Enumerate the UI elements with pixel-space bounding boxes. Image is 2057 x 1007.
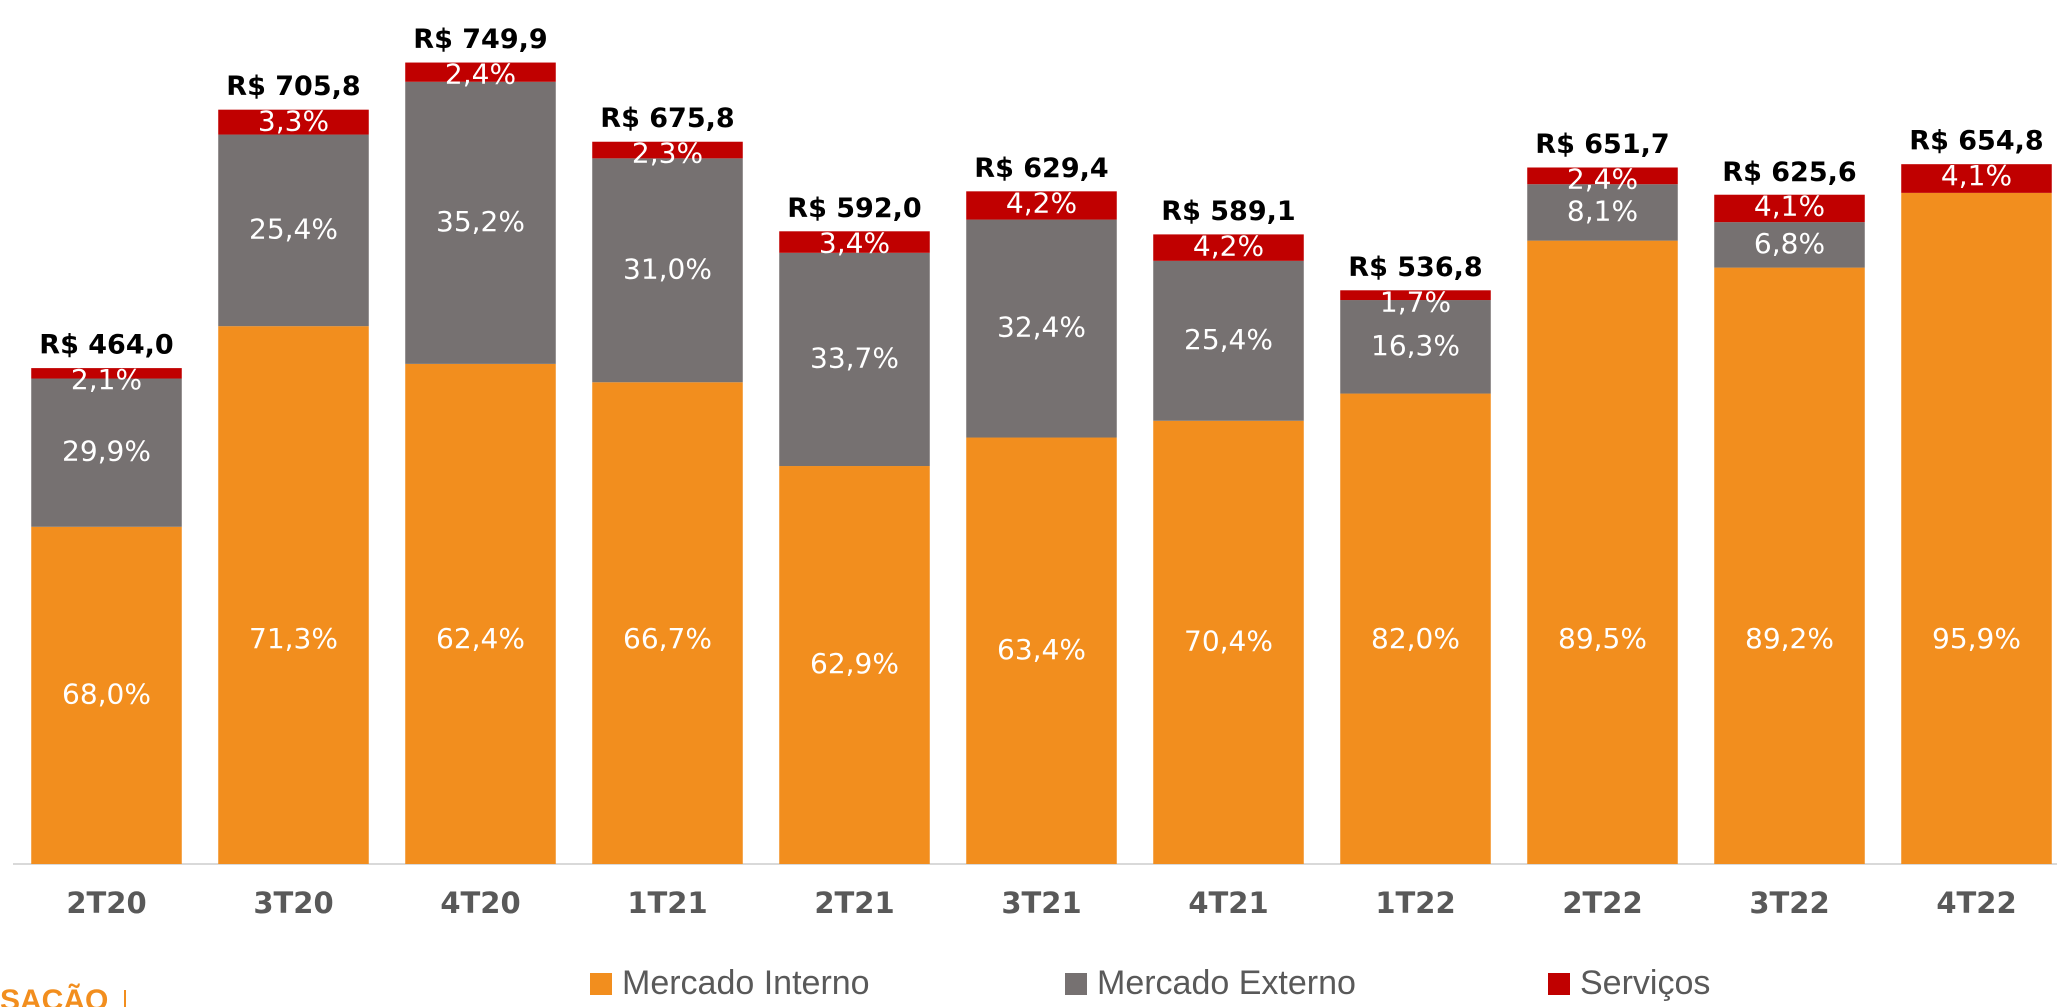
bar-segment xyxy=(1527,184,1678,241)
total-label: R$ 651,7 xyxy=(1535,129,1669,160)
total-label: R$ 592,0 xyxy=(787,193,921,224)
segment-label: 3,3% xyxy=(258,105,329,138)
total-label: R$ 654,8 xyxy=(1909,126,2043,157)
bar-segment xyxy=(218,109,369,135)
segment-label: 2,4% xyxy=(1567,162,1638,195)
bar-segment xyxy=(31,378,182,527)
x-tick-label: 2T22 xyxy=(1562,886,1642,920)
legend-label: Serviços xyxy=(1580,964,1710,1002)
x-tick-label: 3T22 xyxy=(1749,886,1829,920)
x-tick-label: 2T20 xyxy=(66,886,146,920)
segment-label: 68,0% xyxy=(62,677,151,710)
bar-segment xyxy=(1340,290,1491,301)
x-tick-label: 2T21 xyxy=(814,886,894,920)
bar-segment xyxy=(405,62,556,82)
bar-segment xyxy=(1153,420,1304,864)
x-tick-label: 3T21 xyxy=(1001,886,1081,920)
bar-segment xyxy=(592,382,743,864)
segment-label: 2,3% xyxy=(632,137,703,170)
segment-label: 4,1% xyxy=(1754,190,1825,223)
x-tick-label: 4T21 xyxy=(1188,886,1268,920)
bar-segment xyxy=(1901,192,2052,865)
segment-label: 66,7% xyxy=(623,622,712,655)
segment-label: 6,8% xyxy=(1754,227,1825,260)
bar-segment xyxy=(1340,393,1491,864)
segment-label: 62,4% xyxy=(436,622,525,655)
bar-segment xyxy=(1527,240,1678,864)
bar-segment xyxy=(31,526,182,864)
bar-segment xyxy=(1714,267,1865,865)
bar-segment xyxy=(966,219,1117,438)
x-tick-label: 1T22 xyxy=(1375,886,1455,920)
footer-text: SAÇÃO xyxy=(0,983,108,1007)
segment-label: 32,4% xyxy=(997,311,1086,344)
bar-segment xyxy=(218,134,369,327)
bar-segment xyxy=(966,437,1117,864)
bar-segment xyxy=(1714,222,1865,268)
bar-segment xyxy=(1527,167,1678,185)
segment-label: 63,4% xyxy=(997,633,1086,666)
segment-label: 8,1% xyxy=(1567,194,1638,227)
bar-segment xyxy=(779,231,930,253)
segment-label: 4,2% xyxy=(1006,186,1077,219)
x-tick-label: 1T21 xyxy=(627,886,707,920)
bar-segment xyxy=(1153,260,1304,421)
legend-swatch xyxy=(1548,973,1570,995)
bar-segment xyxy=(1714,194,1865,223)
total-label: R$ 705,8 xyxy=(226,71,360,102)
legend-label: Mercado Interno xyxy=(622,964,870,1002)
segment-label: 3,4% xyxy=(819,226,890,259)
segment-label: 16,3% xyxy=(1371,329,1460,362)
segment-label: 4,1% xyxy=(1941,159,2012,192)
segment-label: 25,4% xyxy=(1184,323,1273,356)
total-label: R$ 675,8 xyxy=(600,103,734,134)
segment-label: 70,4% xyxy=(1184,624,1273,657)
bar-segment xyxy=(31,368,182,379)
legend-swatch xyxy=(1065,973,1087,995)
segment-label: 95,9% xyxy=(1932,622,2021,655)
legend-swatch xyxy=(590,973,612,995)
bar-segment xyxy=(218,326,369,864)
segment-label: 31,0% xyxy=(623,252,712,285)
bar-segment xyxy=(1901,164,2052,193)
x-tick-label: 4T20 xyxy=(440,886,520,920)
segment-label: 29,9% xyxy=(62,435,151,468)
segment-label: 62,9% xyxy=(810,647,899,680)
bar-segment xyxy=(1340,300,1491,394)
bar-segment xyxy=(779,466,930,864)
total-label: R$ 464,0 xyxy=(39,330,173,361)
bar-segment xyxy=(779,252,930,467)
bar-segment xyxy=(966,191,1117,220)
x-tick-label: 4T22 xyxy=(1936,886,2016,920)
segment-label: 25,4% xyxy=(249,212,338,245)
segment-label: 89,2% xyxy=(1745,622,1834,655)
bar-segment xyxy=(592,141,743,159)
total-label: R$ 589,1 xyxy=(1161,196,1295,227)
bar-segment xyxy=(1153,234,1304,261)
bar-segment xyxy=(592,158,743,383)
segment-label: 4,2% xyxy=(1193,229,1264,262)
x-tick-label: 3T20 xyxy=(253,886,333,920)
segment-label: 1,7% xyxy=(1380,285,1451,318)
segment-label: 71,3% xyxy=(249,622,338,655)
bar-segment xyxy=(405,81,556,364)
legend-label: Mercado Externo xyxy=(1097,964,1356,1002)
total-label: R$ 629,4 xyxy=(974,153,1108,184)
segment-label: 82,0% xyxy=(1371,622,1460,655)
segment-label: 35,2% xyxy=(436,205,525,238)
total-label: R$ 536,8 xyxy=(1348,252,1482,283)
segment-label: 2,4% xyxy=(445,58,516,91)
segment-label: 89,5% xyxy=(1558,622,1647,655)
bar-segment xyxy=(405,363,556,864)
segment-label: 2,1% xyxy=(71,363,142,396)
total-label: R$ 749,9 xyxy=(413,24,547,55)
segment-label: 33,7% xyxy=(810,341,899,374)
total-label: R$ 625,6 xyxy=(1722,157,1856,188)
